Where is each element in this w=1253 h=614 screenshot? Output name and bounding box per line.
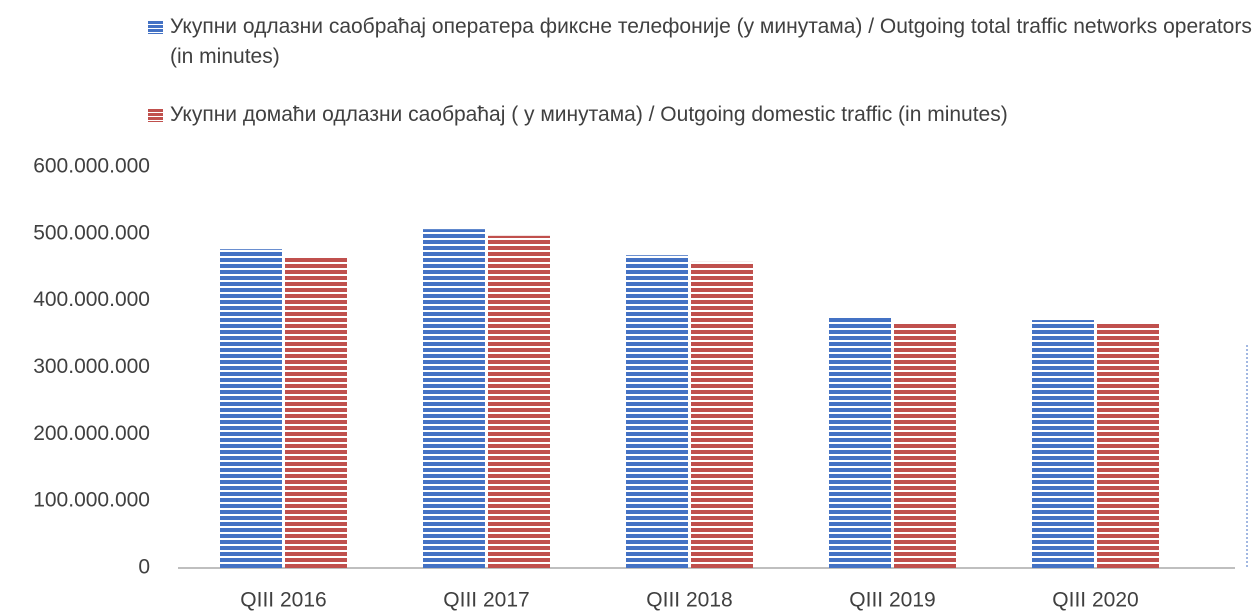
y-tick-label: 600.000.000 <box>33 155 150 178</box>
bar <box>423 229 485 568</box>
x-tick-label: QIII 2019 <box>849 589 935 612</box>
x-tick-label: QIII 2018 <box>646 589 732 612</box>
legend-item: Укупни домаћи одлазни саобраћај ( у мину… <box>148 100 1253 130</box>
y-tick-label: 500.000.000 <box>33 221 150 244</box>
x-tick-label: QIII 2017 <box>443 589 529 612</box>
legend-swatch <box>148 21 163 34</box>
x-tick-label: QIII 2020 <box>1052 589 1138 612</box>
bar <box>285 257 347 568</box>
y-tick-label: 300.000.000 <box>33 355 150 378</box>
bar <box>829 316 891 568</box>
y-tick-label: 100.000.000 <box>33 489 150 512</box>
bar <box>1032 320 1094 568</box>
legend-swatch <box>148 109 163 122</box>
y-tick-label: 400.000.000 <box>33 288 150 311</box>
bar <box>220 249 282 568</box>
legend-label: Укупни домаћи одлазни саобраћај ( у мину… <box>170 103 1008 126</box>
bar <box>691 261 753 568</box>
y-tick-label: 200.000.000 <box>33 422 150 445</box>
bar <box>894 322 956 568</box>
legend-item: Укупни одлазни саобраћај оператера фиксн… <box>148 12 1253 72</box>
bar <box>1097 322 1159 568</box>
bar <box>626 255 688 568</box>
x-tick-label: QIII 2016 <box>240 589 326 612</box>
y-tick-label: 0 <box>138 556 150 579</box>
legend-label: Укупни одлазни саобраћај оператера фиксн… <box>170 15 1252 68</box>
bar <box>488 235 550 569</box>
